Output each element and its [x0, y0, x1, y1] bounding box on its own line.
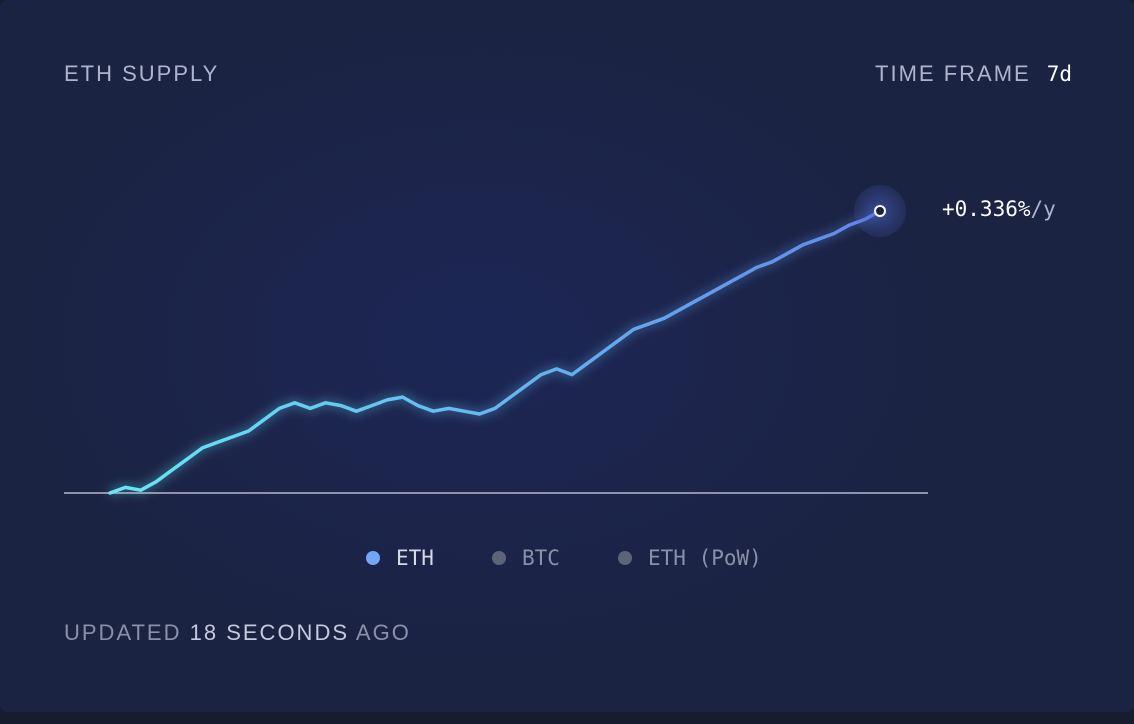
- updated-status: UPDATED 18 SECONDS AGO: [64, 620, 411, 646]
- legend-label-eth: ETH: [396, 546, 434, 570]
- legend-item-eth[interactable]: ETH: [366, 546, 434, 570]
- legend-item-btc[interactable]: BTC: [492, 546, 560, 570]
- latest-value: +0.336%/y: [942, 197, 1056, 221]
- updated-prefix: UPDATED: [64, 620, 182, 645]
- legend-dot-eth: [366, 551, 380, 565]
- legend-dot-eth-pow: [618, 551, 632, 565]
- timeframe-value[interactable]: 7d: [1046, 62, 1072, 86]
- chart-legend: ETH BTC ETH (PoW): [0, 546, 1134, 578]
- timeframe-label: TIME FRAME: [875, 61, 1031, 86]
- chart-title: ETH SUPPLY: [64, 61, 220, 86]
- updated-age: 18 SECONDS: [189, 620, 350, 645]
- legend-dot-btc: [492, 551, 506, 565]
- eth-series-glow: [108, 207, 882, 497]
- latest-value-unit: /y: [1030, 197, 1056, 221]
- endpoint-marker: [874, 205, 886, 217]
- timeframe-selector[interactable]: TIME FRAME 7d: [875, 61, 1072, 87]
- legend-item-eth-pow[interactable]: ETH (PoW): [618, 546, 762, 570]
- eth-series-line: [108, 209, 882, 495]
- latest-value-text: +0.336%: [942, 197, 1031, 221]
- updated-suffix: AGO: [355, 620, 411, 645]
- legend-label-eth-pow: ETH (PoW): [648, 546, 762, 570]
- legend-label-btc: BTC: [522, 546, 560, 570]
